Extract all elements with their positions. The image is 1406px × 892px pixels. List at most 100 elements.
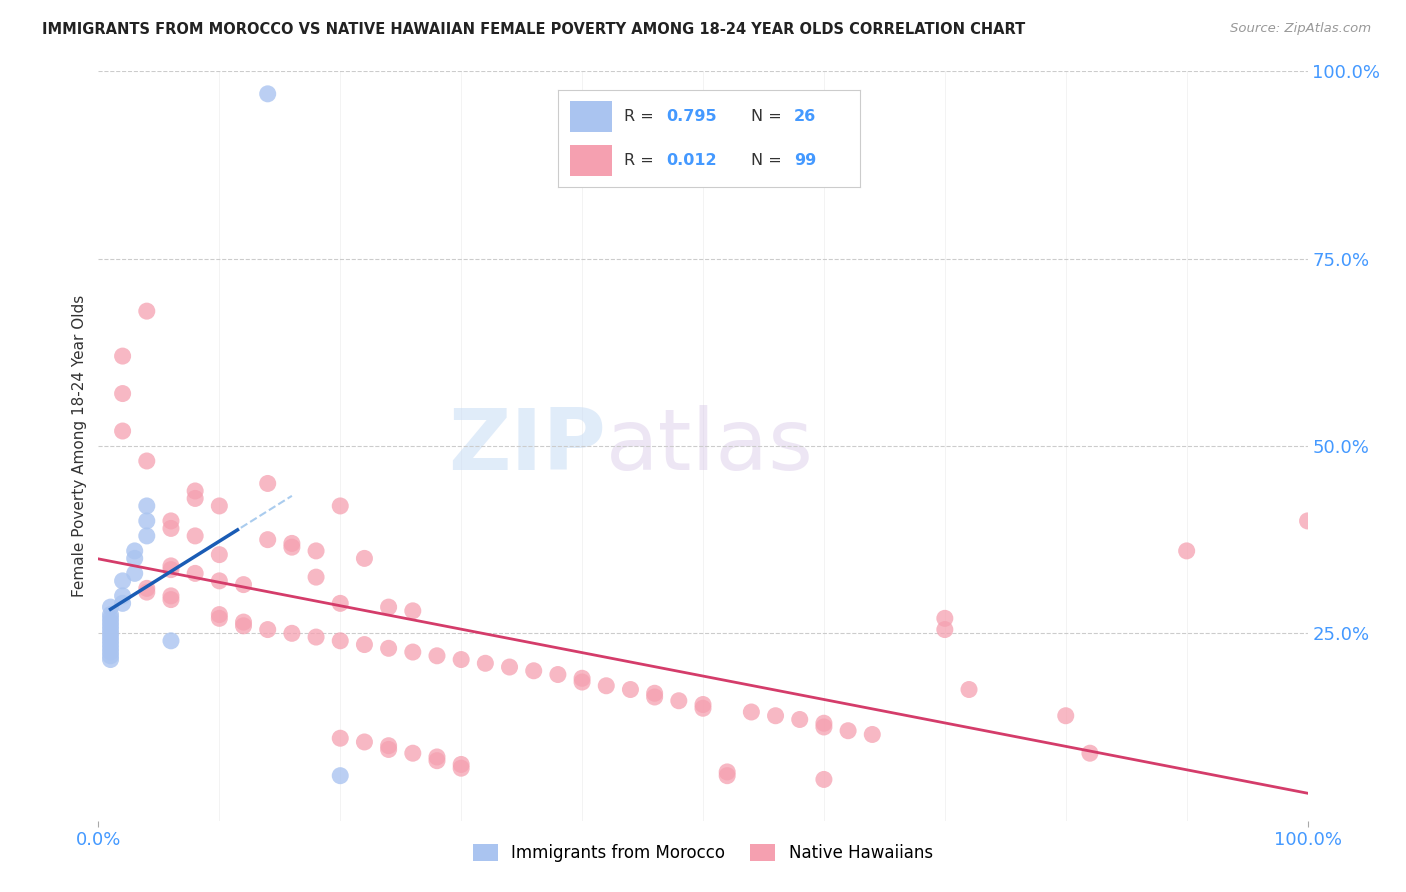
Point <box>100 619 122 633</box>
Point <box>450 652 472 666</box>
Point <box>450 761 472 775</box>
Point <box>402 746 425 760</box>
Point <box>498 660 520 674</box>
Point <box>668 694 690 708</box>
Point <box>256 623 278 637</box>
Point <box>934 611 956 625</box>
Point <box>100 633 122 648</box>
Point <box>160 592 183 607</box>
Point <box>547 667 569 681</box>
Text: ZIP: ZIP <box>449 404 606 488</box>
Point <box>111 574 134 588</box>
Point <box>474 657 496 671</box>
Point <box>1078 746 1101 760</box>
Point <box>353 638 375 652</box>
Point <box>100 652 122 666</box>
Point <box>160 514 183 528</box>
Point <box>789 713 811 727</box>
Point <box>595 679 617 693</box>
Point <box>124 544 146 558</box>
Point <box>208 574 231 588</box>
Point <box>160 521 183 535</box>
Point <box>402 604 425 618</box>
Point <box>957 682 980 697</box>
Point <box>135 304 157 318</box>
Point <box>1296 514 1319 528</box>
Point <box>860 727 883 741</box>
Point <box>426 754 449 768</box>
Point <box>111 386 134 401</box>
Point <box>100 600 122 615</box>
Point <box>256 476 278 491</box>
Point <box>426 750 449 764</box>
Point <box>377 600 399 615</box>
Point <box>100 623 122 637</box>
Text: IMMIGRANTS FROM MOROCCO VS NATIVE HAWAIIAN FEMALE POVERTY AMONG 18-24 YEAR OLDS : IMMIGRANTS FROM MOROCCO VS NATIVE HAWAII… <box>42 22 1025 37</box>
Point <box>281 536 304 550</box>
Point <box>329 769 352 783</box>
Point <box>305 570 328 584</box>
Point <box>644 690 666 704</box>
Point <box>184 483 207 498</box>
Point <box>160 558 183 573</box>
Point <box>523 664 546 678</box>
Point <box>160 633 183 648</box>
Point <box>716 764 738 779</box>
Point <box>329 596 352 610</box>
Text: atlas: atlas <box>606 404 814 488</box>
Point <box>450 757 472 772</box>
Point <box>353 551 375 566</box>
Point <box>111 596 134 610</box>
Point <box>1175 544 1198 558</box>
Point <box>644 686 666 700</box>
Point <box>329 499 352 513</box>
Point <box>740 705 762 719</box>
Point <box>813 716 835 731</box>
Point <box>353 735 375 749</box>
Point <box>124 566 146 581</box>
Point <box>256 87 278 101</box>
Point <box>135 529 157 543</box>
Point <box>111 589 134 603</box>
Point <box>305 630 328 644</box>
Point <box>571 671 593 685</box>
Point <box>100 611 122 625</box>
Point <box>281 540 304 554</box>
Point <box>208 611 231 625</box>
Point <box>329 731 352 746</box>
Point <box>135 585 157 599</box>
Point <box>377 641 399 656</box>
Point <box>571 675 593 690</box>
Point <box>402 645 425 659</box>
Point <box>208 548 231 562</box>
Point <box>208 499 231 513</box>
Point <box>184 529 207 543</box>
Point <box>111 424 134 438</box>
Point <box>100 648 122 663</box>
Point <box>934 623 956 637</box>
Point <box>100 615 122 629</box>
Point <box>184 566 207 581</box>
Point <box>232 615 254 629</box>
Point <box>377 742 399 756</box>
Point <box>135 514 157 528</box>
Point <box>837 723 859 738</box>
Point <box>692 698 714 712</box>
Point <box>100 626 122 640</box>
Y-axis label: Female Poverty Among 18-24 Year Olds: Female Poverty Among 18-24 Year Olds <box>72 295 87 597</box>
Point <box>232 577 254 591</box>
Point <box>111 349 134 363</box>
Point <box>619 682 641 697</box>
Point <box>135 454 157 468</box>
Point <box>716 769 738 783</box>
Point <box>813 772 835 787</box>
Point <box>692 701 714 715</box>
Point <box>426 648 449 663</box>
Point <box>100 638 122 652</box>
Point <box>765 708 787 723</box>
Point <box>256 533 278 547</box>
Point <box>100 641 122 656</box>
Point <box>100 645 122 659</box>
Point <box>100 630 122 644</box>
Point <box>160 589 183 603</box>
